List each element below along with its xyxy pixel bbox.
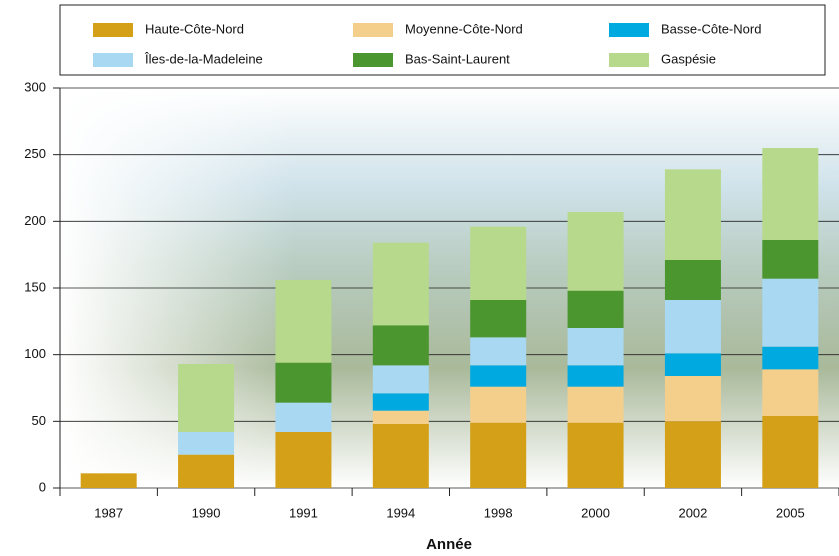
bar-segment <box>80 473 137 488</box>
bar-segment <box>470 226 527 300</box>
legend-swatch <box>93 53 133 67</box>
bar-segment <box>178 454 235 488</box>
bar-segment <box>470 365 527 387</box>
bar-segment <box>664 169 721 260</box>
bar-segment <box>372 365 429 394</box>
y-tick-label: 150 <box>24 279 46 294</box>
legend-box <box>59 4 826 76</box>
bar-segment <box>762 278 819 347</box>
bar-segment <box>470 300 527 338</box>
bar-segment <box>470 337 527 366</box>
bar-segment <box>372 325 429 366</box>
bar-segment <box>664 300 721 354</box>
legend-label: Moyenne-Côte-Nord <box>405 21 523 36</box>
legend-label: Basse-Côte-Nord <box>661 21 761 36</box>
legend-label: Gaspésie <box>661 51 716 66</box>
bar-segment <box>664 421 721 488</box>
bar-segment <box>470 386 527 423</box>
bar-segment <box>372 410 429 424</box>
bar-segment <box>664 260 721 300</box>
legend-swatch <box>353 53 393 67</box>
y-tick-label: 250 <box>24 146 46 161</box>
bar-segment <box>275 362 332 403</box>
legend-swatch <box>353 23 393 37</box>
y-tick-label: 200 <box>24 213 46 228</box>
legend-swatch <box>609 23 649 37</box>
bar-segment <box>762 346 819 370</box>
bar-segment <box>567 365 624 387</box>
bar-segment <box>664 376 721 422</box>
legend-label: Îles-de-la-Madeleine <box>144 51 263 66</box>
bar-segment <box>567 422 624 488</box>
bar-segment <box>567 290 624 328</box>
bar-segment <box>275 432 332 488</box>
x-tick-label: 1994 <box>386 505 415 520</box>
x-tick-label: 2002 <box>678 505 707 520</box>
legend-label: Bas-Saint-Laurent <box>405 51 510 66</box>
bar-segment <box>567 328 624 366</box>
y-tick-label: 50 <box>32 413 46 428</box>
x-tick-label: 2000 <box>581 505 610 520</box>
y-tick-label: 0 <box>39 479 46 494</box>
bar-segment <box>567 386 624 423</box>
bar-segment <box>762 240 819 279</box>
bar-segment <box>762 148 819 240</box>
bar-segment <box>372 242 429 326</box>
bar-segment <box>664 353 721 376</box>
bar-segment <box>372 424 429 488</box>
x-tick-label: 1987 <box>94 505 123 520</box>
bar-segment <box>275 280 332 363</box>
bar-segment <box>567 212 624 291</box>
legend-swatch <box>93 23 133 37</box>
bar-segment <box>470 422 527 488</box>
y-tick-label: 100 <box>24 346 46 361</box>
x-tick-label: 1991 <box>289 505 318 520</box>
x-tick-label: 1998 <box>484 505 513 520</box>
x-axis-title: Année <box>426 536 472 553</box>
y-tick-label: 300 <box>24 79 46 94</box>
bar-segment <box>178 364 235 432</box>
bar-segment <box>178 432 235 455</box>
legend-swatch <box>609 53 649 67</box>
bar-segment <box>275 402 332 432</box>
x-tick-label: 2005 <box>776 505 805 520</box>
x-tick-label: 1990 <box>192 505 221 520</box>
bar-segment <box>762 416 819 488</box>
bar-segment <box>762 369 819 416</box>
legend-label: Haute-Côte-Nord <box>145 21 244 36</box>
bar-segment <box>372 393 429 411</box>
